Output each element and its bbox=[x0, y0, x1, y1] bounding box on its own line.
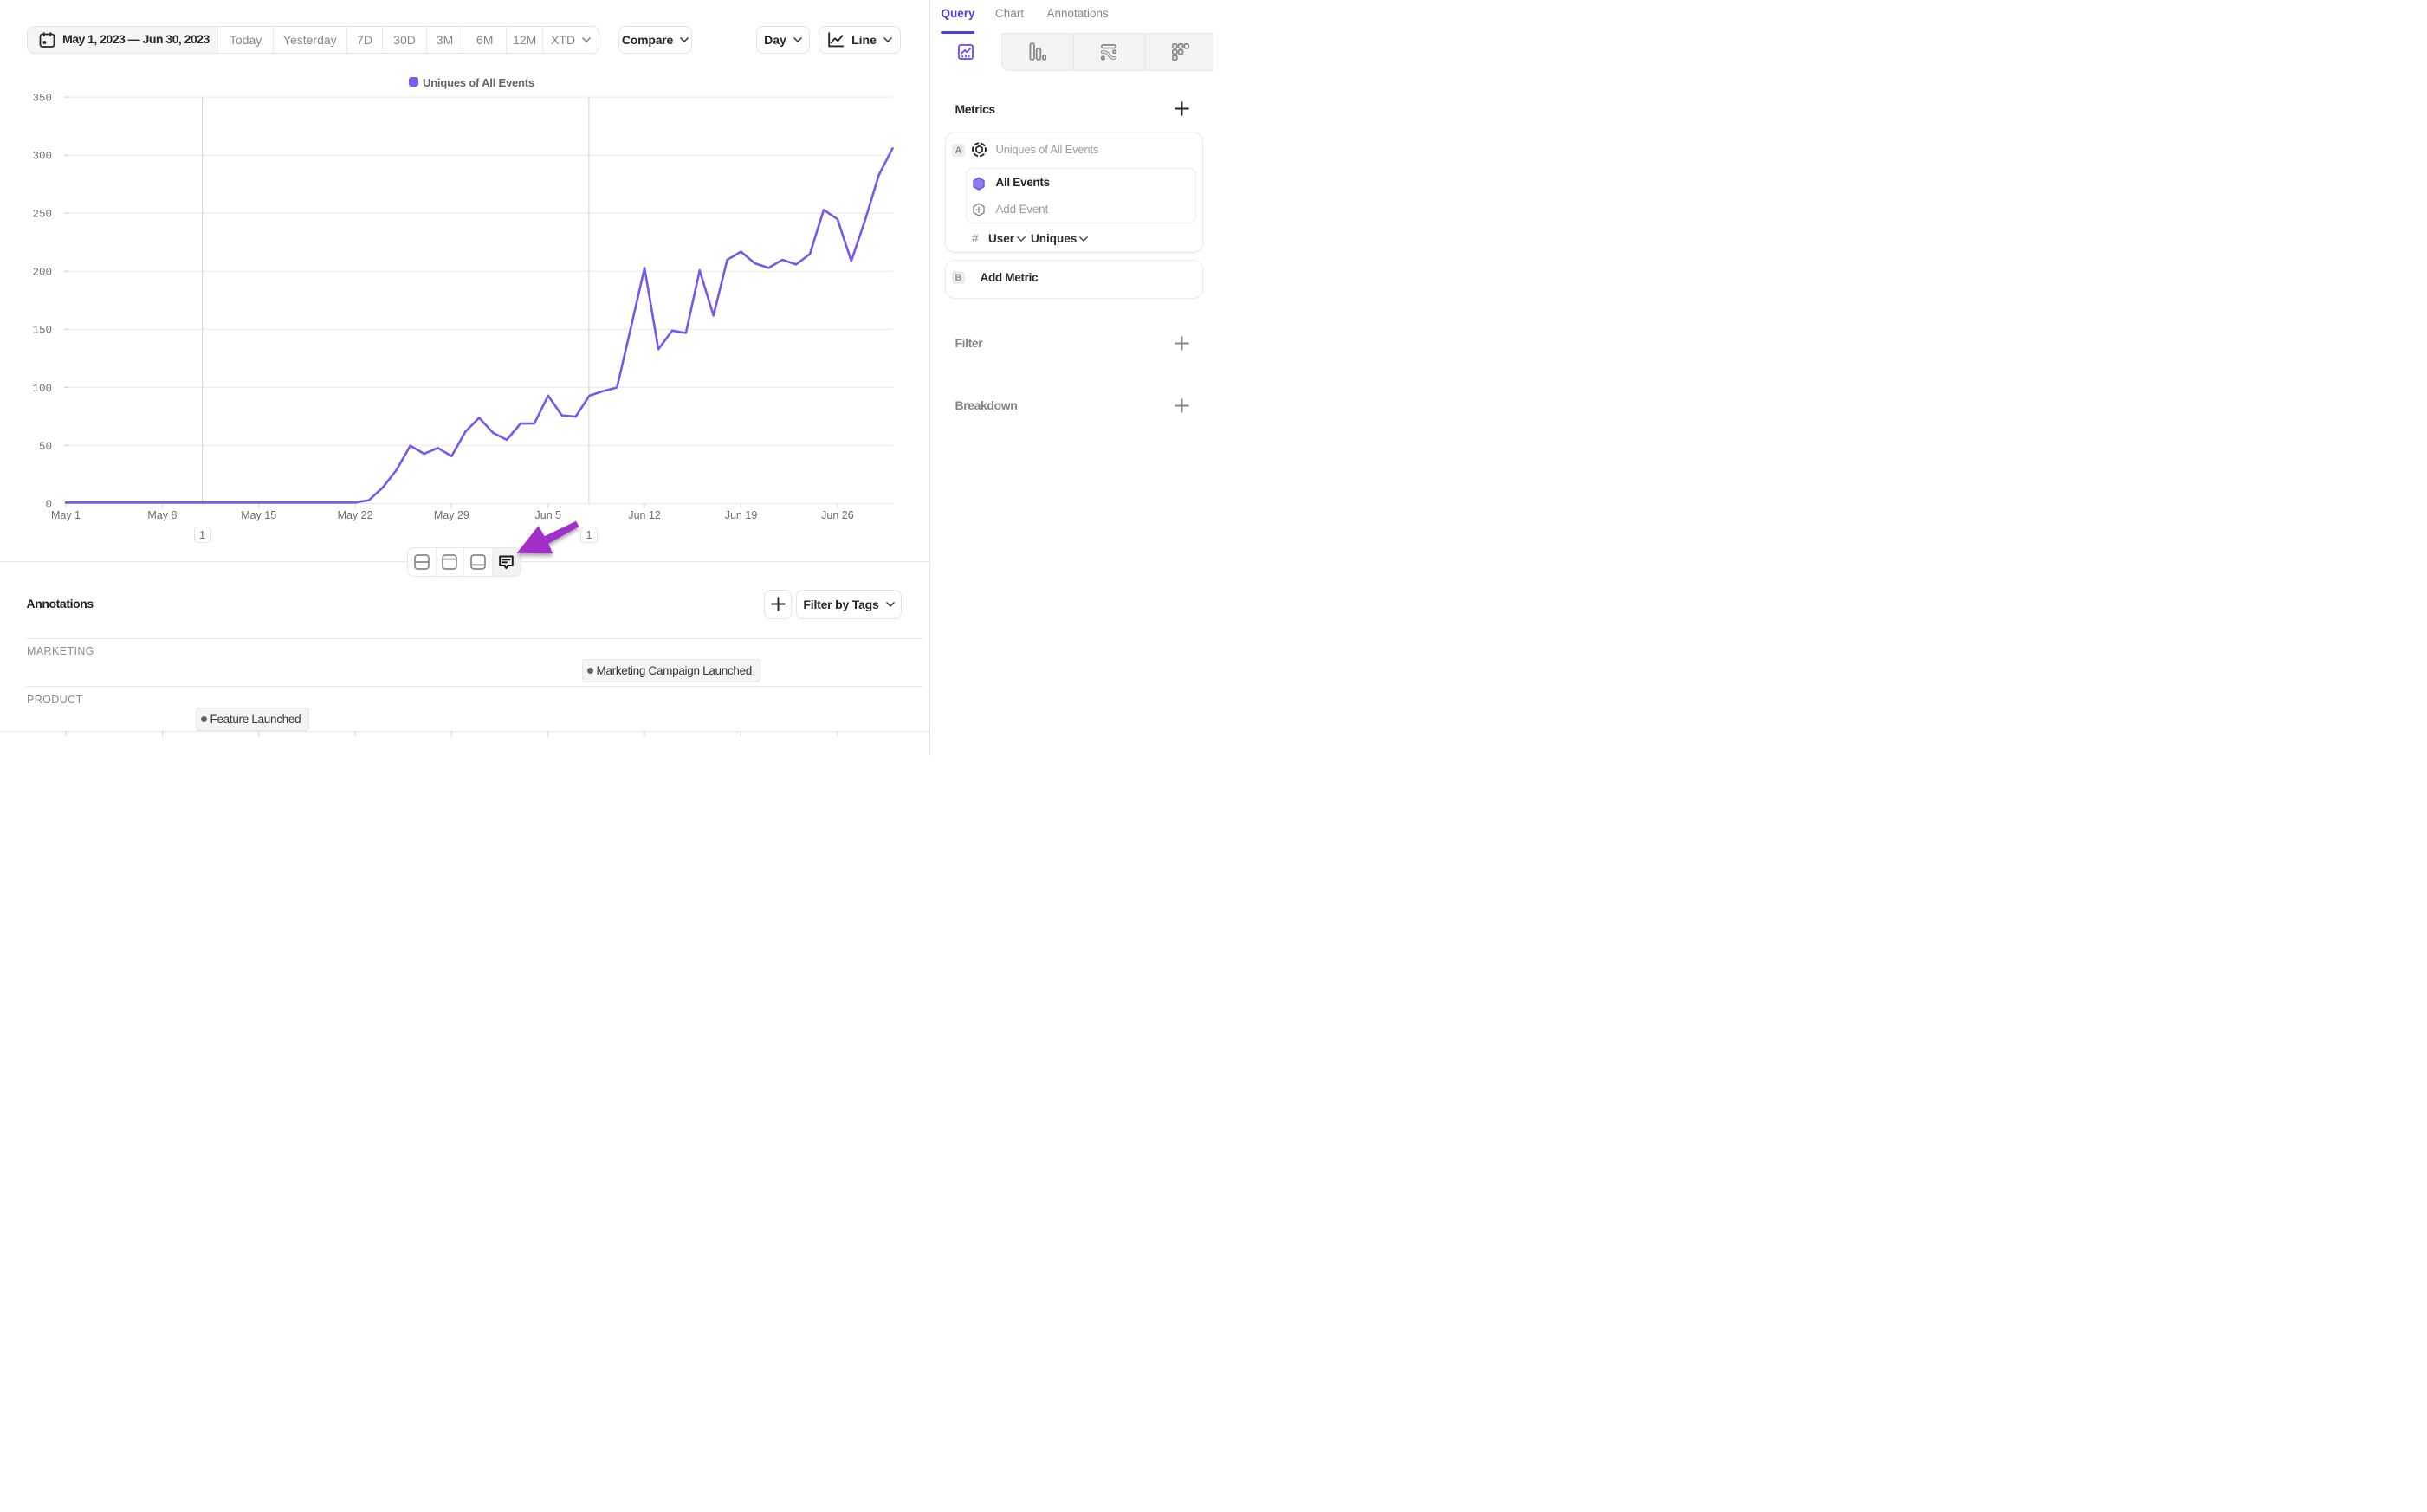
svg-text:Jun 5: Jun 5 bbox=[535, 509, 562, 521]
svg-text:50: 50 bbox=[39, 441, 52, 453]
svg-text:Jun 12: Jun 12 bbox=[628, 509, 661, 521]
svg-text:100: 100 bbox=[32, 383, 52, 395]
svg-text:May 8: May 8 bbox=[147, 509, 177, 521]
svg-text:0: 0 bbox=[45, 499, 52, 511]
svg-text:150: 150 bbox=[32, 325, 52, 337]
svg-text:Jun 26: Jun 26 bbox=[821, 509, 854, 521]
svg-text:May 15: May 15 bbox=[241, 509, 276, 521]
svg-text:May 29: May 29 bbox=[434, 509, 469, 521]
svg-text:May 22: May 22 bbox=[338, 509, 373, 521]
svg-text:May 1: May 1 bbox=[51, 509, 81, 521]
svg-text:200: 200 bbox=[32, 267, 52, 279]
svg-text:250: 250 bbox=[32, 209, 52, 221]
svg-text:300: 300 bbox=[32, 151, 52, 163]
svg-text:350: 350 bbox=[32, 93, 52, 105]
svg-text:Jun 19: Jun 19 bbox=[725, 509, 758, 521]
